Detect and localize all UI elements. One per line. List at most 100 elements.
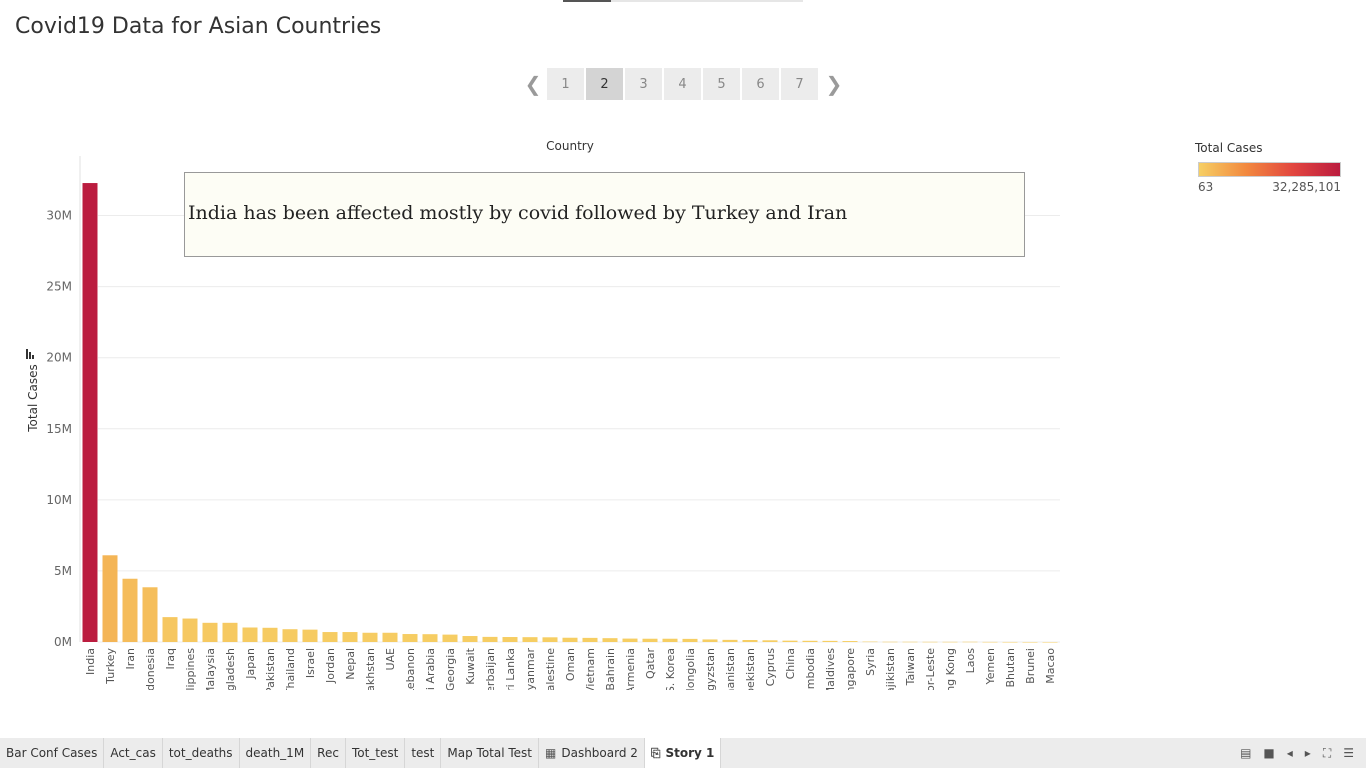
- bar[interactable]: [902, 641, 918, 643]
- bar[interactable]: [522, 637, 538, 642]
- bar[interactable]: [822, 640, 838, 642]
- bar[interactable]: [302, 629, 318, 642]
- tab-rec[interactable]: Rec: [311, 738, 346, 768]
- x-tick-label: Thailand: [284, 648, 297, 690]
- chevron-right-icon[interactable]: ❯: [825, 72, 843, 96]
- story-point-3[interactable]: 3: [625, 68, 662, 100]
- fullscreen-icon[interactable]: ⛶: [1322, 745, 1332, 760]
- bar[interactable]: [762, 640, 778, 642]
- chevron-left-icon[interactable]: ❮: [524, 72, 542, 96]
- annotation-box[interactable]: India has been affected mostly by covid …: [184, 172, 1025, 257]
- bar[interactable]: [402, 634, 418, 642]
- bar[interactable]: [362, 632, 378, 642]
- x-tick-label: Tajikistan: [884, 648, 897, 690]
- bar[interactable]: [562, 637, 578, 642]
- bar[interactable]: [1042, 641, 1058, 643]
- tab-tot-deaths[interactable]: tot_deaths: [163, 738, 240, 768]
- bar[interactable]: [862, 641, 878, 643]
- tab-story-1[interactable]: ⎘ Story 1: [644, 738, 722, 768]
- bar[interactable]: [922, 641, 938, 643]
- bar[interactable]: [342, 632, 358, 642]
- bar[interactable]: [182, 618, 198, 642]
- tab-label: Act_cas: [110, 746, 156, 760]
- bar[interactable]: [742, 640, 758, 642]
- tab-dashboard-2[interactable]: ▦ Dashboard 2: [539, 738, 645, 768]
- bar[interactable]: [722, 639, 738, 642]
- x-tick-label: Cyprus: [764, 648, 777, 687]
- x-tick-label: Bhutan: [1004, 648, 1017, 688]
- story-point-2[interactable]: 2: [586, 68, 623, 100]
- bar[interactable]: [802, 640, 818, 642]
- x-tick-label: Singapore: [844, 648, 857, 690]
- y-tick-label: 20M: [46, 351, 72, 365]
- bar[interactable]: [442, 634, 458, 642]
- bar[interactable]: [102, 555, 118, 642]
- bar[interactable]: [842, 641, 858, 642]
- legend-min-label: 63: [1198, 180, 1214, 194]
- bar[interactable]: [262, 627, 278, 642]
- story-point-6[interactable]: 6: [742, 68, 779, 100]
- tab-act-cas[interactable]: Act_cas: [104, 738, 163, 768]
- x-tick-label: Israel: [304, 648, 317, 678]
- bar[interactable]: [622, 638, 638, 642]
- story-point-7[interactable]: 7: [781, 68, 818, 100]
- tab-label: Rec: [317, 746, 339, 760]
- bar[interactable]: [982, 641, 998, 643]
- bar[interactable]: [1022, 641, 1038, 643]
- x-tick-label: Jordan: [324, 648, 337, 684]
- bar[interactable]: [422, 634, 438, 642]
- bar[interactable]: [122, 578, 138, 642]
- tab-map-total-test[interactable]: Map Total Test: [441, 738, 539, 768]
- story-point-4[interactable]: 4: [664, 68, 701, 100]
- story-point-1[interactable]: 1: [547, 68, 584, 100]
- bar[interactable]: [142, 587, 158, 642]
- bar[interactable]: [202, 622, 218, 642]
- x-tick-label: Cambodia: [804, 648, 817, 690]
- tab-label: Bar Conf Cases: [6, 746, 98, 760]
- tab-tot-test[interactable]: Tot_test: [346, 738, 406, 768]
- bar[interactable]: [782, 640, 798, 642]
- x-tick-label: Timor-Leste: [924, 648, 937, 690]
- tab-bar-conf-cases[interactable]: Bar Conf Cases: [0, 738, 105, 768]
- bar[interactable]: [222, 622, 238, 642]
- bar[interactable]: [942, 641, 958, 643]
- scroll-left-icon[interactable]: ◂: [1286, 746, 1293, 760]
- bar[interactable]: [482, 636, 498, 642]
- bar[interactable]: [682, 638, 698, 642]
- x-tick-label: Syria: [864, 648, 877, 676]
- tab-label: Dashboard 2: [561, 746, 638, 760]
- bar[interactable]: [82, 183, 98, 642]
- story-point-5[interactable]: 5: [703, 68, 740, 100]
- x-tick-label: Lebanon: [404, 648, 417, 690]
- bar[interactable]: [502, 637, 518, 642]
- bar[interactable]: [322, 632, 338, 642]
- bar[interactable]: [162, 617, 178, 642]
- bar[interactable]: [582, 637, 598, 642]
- x-tick-label: Hong Kong: [944, 648, 957, 690]
- story-progress-current: [563, 0, 611, 2]
- bar[interactable]: [1002, 641, 1018, 643]
- y-tick-label: 30M: [46, 209, 72, 223]
- bar[interactable]: [542, 637, 558, 642]
- show-filmstrip-icon[interactable]: ▤: [1240, 746, 1252, 760]
- x-tick-label: China: [784, 648, 797, 679]
- show-tabs-icon[interactable]: ■: [1263, 746, 1275, 760]
- bar[interactable]: [882, 641, 898, 643]
- bar[interactable]: [282, 629, 298, 642]
- bar[interactable]: [382, 632, 398, 642]
- x-tick-label: Armenia: [624, 648, 637, 690]
- sort-descending-icon[interactable]: [26, 349, 36, 359]
- x-tick-label: Sri Lanka: [504, 648, 517, 690]
- bar[interactable]: [242, 627, 258, 642]
- tab-label: death_1M: [245, 746, 305, 760]
- tab-death-1m[interactable]: death_1M: [240, 738, 312, 768]
- bar[interactable]: [662, 638, 678, 642]
- more-icon[interactable]: ☰: [1343, 746, 1354, 760]
- bar[interactable]: [642, 638, 658, 642]
- tab-test[interactable]: test: [405, 738, 442, 768]
- scroll-right-icon[interactable]: ▸: [1304, 746, 1311, 760]
- bar[interactable]: [462, 636, 478, 642]
- bar[interactable]: [602, 638, 618, 642]
- bar[interactable]: [702, 639, 718, 642]
- bar[interactable]: [962, 641, 978, 643]
